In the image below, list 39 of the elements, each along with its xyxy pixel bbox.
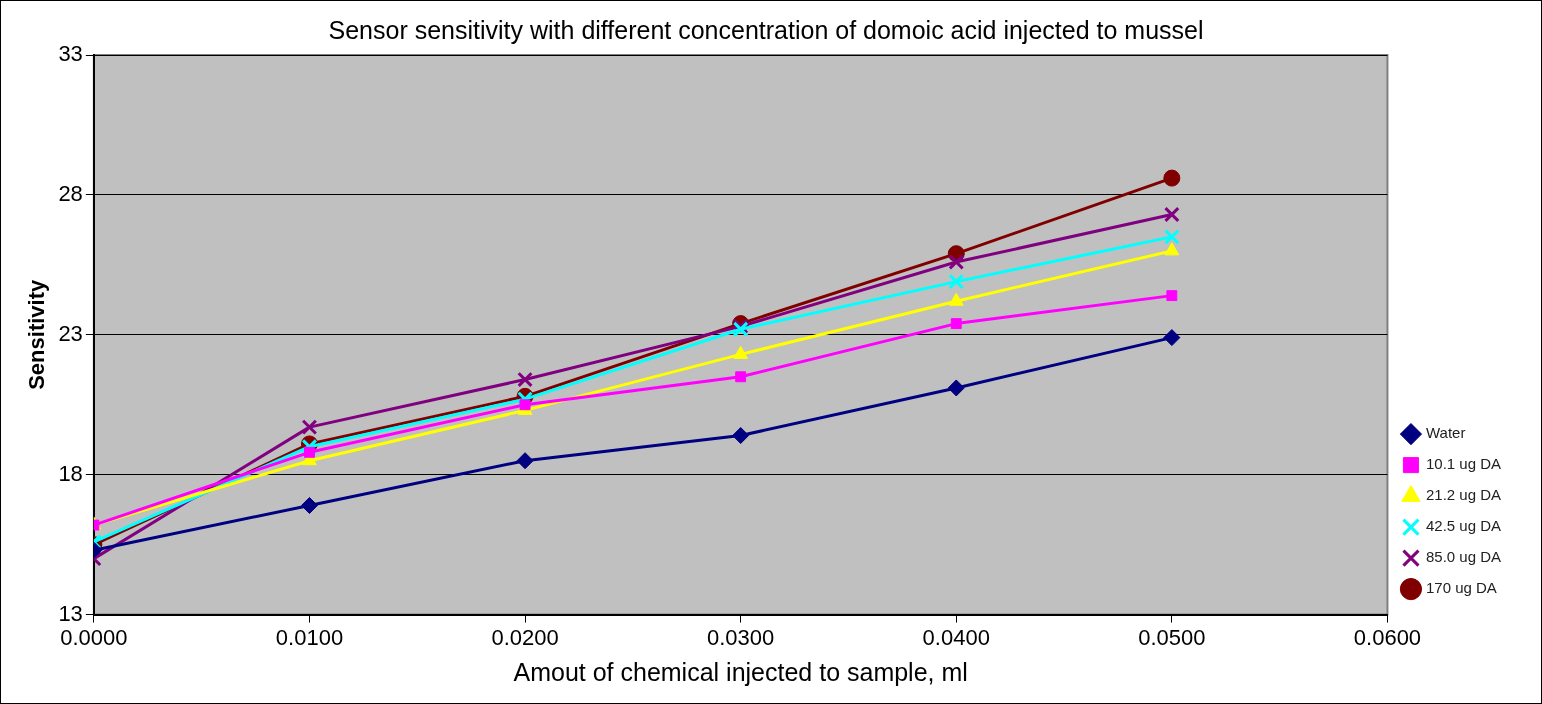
point [1163,229,1180,245]
point [1164,242,1180,256]
x-tick-label: 0.0400 [922,624,990,650]
point [301,419,318,435]
point [300,496,318,514]
point [516,452,534,470]
point [517,371,533,388]
legend-label: 85.0 ug DA [1425,548,1502,566]
point [950,318,962,330]
y-tick-label: 28 [58,180,83,206]
legend-label: 21.2 ug DA [1425,486,1502,504]
point [1163,169,1181,187]
chart-title: Sensor sensitivity with different concentration of domoic acid injected to mussel [328,15,1204,44]
y-tick-label: 23 [58,320,83,346]
legend-label: 10.1 ug DA [1425,455,1502,473]
point [735,371,747,383]
point [1163,329,1181,347]
point [947,379,965,397]
y-tick-label: 13 [58,600,83,626]
point [1163,206,1180,223]
y-tick-label: 18 [58,460,83,486]
legend-label: 170 ug DA [1425,579,1497,597]
x-tick-label: 0.0000 [60,624,128,650]
point [304,446,315,458]
point [948,254,965,270]
point [519,399,531,411]
x-tick-label: 0.0600 [1353,624,1422,650]
y-tick-label: 33 [58,41,83,67]
x-tick-label: 0.0200 [491,624,559,650]
x-axis-title: Amout of chemical injected to sample, ml [513,657,968,686]
point [948,273,965,290]
point [732,427,750,445]
legend-label: Water [1425,424,1466,442]
legend-label: 42.5 ug DA [1425,517,1502,535]
x-tick-label: 0.0300 [707,624,775,650]
x-tick-label: 0.0100 [275,624,344,650]
y-axis-title: Sensitivity [24,279,50,390]
point [1166,290,1178,302]
x-tick-label: 0.0500 [1138,624,1206,650]
